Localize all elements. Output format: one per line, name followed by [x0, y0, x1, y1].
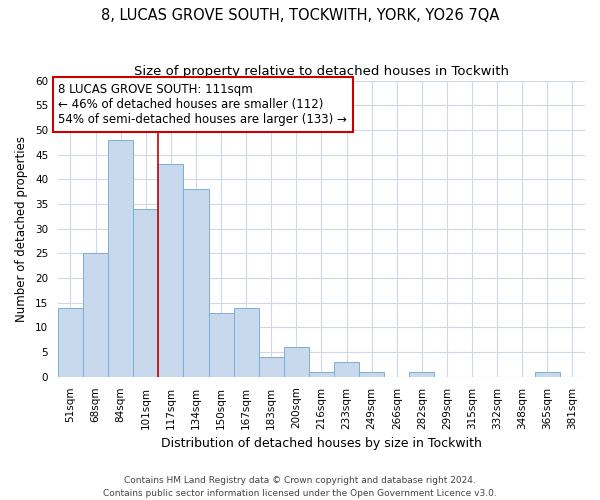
Bar	[184, 189, 209, 377]
Bar	[209, 312, 233, 377]
Bar	[409, 372, 434, 377]
Text: 8, LUCAS GROVE SOUTH, TOCKWITH, YORK, YO26 7QA: 8, LUCAS GROVE SOUTH, TOCKWITH, YORK, YO…	[101, 8, 499, 22]
Bar	[133, 209, 158, 377]
Bar	[259, 357, 284, 377]
Bar	[233, 308, 259, 377]
Bar	[309, 372, 334, 377]
Bar	[108, 140, 133, 377]
Bar	[284, 347, 309, 377]
Bar	[359, 372, 384, 377]
Bar	[334, 362, 359, 377]
Bar	[83, 254, 108, 377]
Y-axis label: Number of detached properties: Number of detached properties	[15, 136, 28, 322]
Bar	[58, 308, 83, 377]
Text: Contains HM Land Registry data © Crown copyright and database right 2024.
Contai: Contains HM Land Registry data © Crown c…	[103, 476, 497, 498]
Bar	[158, 164, 184, 377]
Text: 8 LUCAS GROVE SOUTH: 111sqm
← 46% of detached houses are smaller (112)
54% of se: 8 LUCAS GROVE SOUTH: 111sqm ← 46% of det…	[58, 83, 347, 126]
X-axis label: Distribution of detached houses by size in Tockwith: Distribution of detached houses by size …	[161, 437, 482, 450]
Bar	[535, 372, 560, 377]
Title: Size of property relative to detached houses in Tockwith: Size of property relative to detached ho…	[134, 65, 509, 78]
